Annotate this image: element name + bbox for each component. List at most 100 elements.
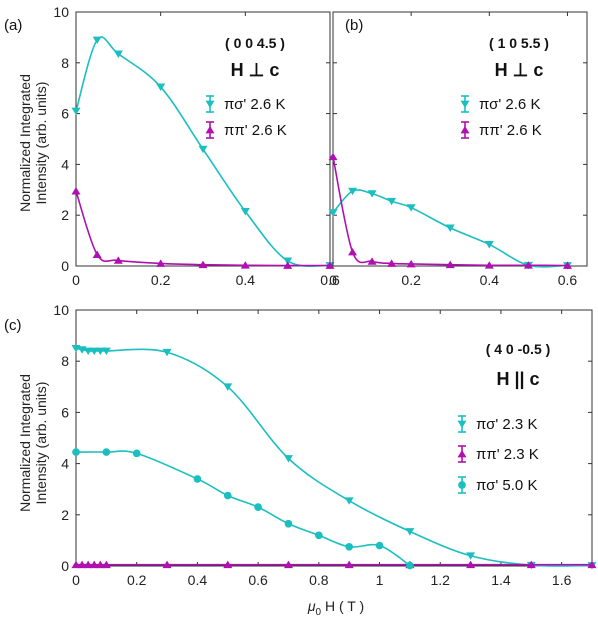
y-axis-label-bottom: Normalized Integrated Intensity (arb. un… xyxy=(17,374,49,512)
panel-label: (b) xyxy=(345,17,363,34)
x-tick-label: 0 xyxy=(72,572,80,588)
data-point xyxy=(240,261,250,269)
data-point xyxy=(77,560,87,569)
data-point xyxy=(223,491,232,500)
y-axis-label-bottom-line2: Intensity (arb. units) xyxy=(33,382,49,505)
data-point xyxy=(562,261,572,269)
x-tick-label: 0.2 xyxy=(401,272,421,288)
legend-entry: πσ' 2.6 K xyxy=(224,96,285,113)
y-axis-label-top-line1: Normalized Integrated xyxy=(17,74,33,212)
y-tick-label: 2 xyxy=(61,207,69,223)
data-point xyxy=(314,531,323,540)
data-point xyxy=(223,560,233,569)
data-point xyxy=(406,561,414,570)
series-line xyxy=(75,450,411,567)
plot-frame xyxy=(75,309,593,567)
legend-marker xyxy=(460,100,470,109)
data-point xyxy=(71,187,81,195)
data-point xyxy=(71,560,81,569)
data-point xyxy=(89,560,99,569)
x-axis-label-subscript: 0 xyxy=(316,607,322,618)
data-point xyxy=(445,224,455,232)
field-orientation-label: H || c xyxy=(496,369,539,389)
legend-entry: ππ' 2.3 K xyxy=(476,446,539,463)
data-point xyxy=(223,383,233,391)
x-tick-label: 1.4 xyxy=(491,572,511,588)
legend-entry: πσ' 5.0 K xyxy=(476,477,537,494)
y-axis-label-top-line2: Intensity (arb. units) xyxy=(33,82,49,205)
data-point xyxy=(587,560,597,569)
legend-marker xyxy=(457,420,467,429)
legend-entry: πσ' 2.3 K xyxy=(476,416,537,433)
data-point xyxy=(83,560,93,569)
data-point xyxy=(240,208,250,216)
data-point xyxy=(484,261,494,269)
legend-marker xyxy=(205,125,215,134)
data-point xyxy=(406,259,416,268)
y-tick-label: 2 xyxy=(61,507,69,523)
data-point xyxy=(72,448,80,456)
data-point xyxy=(198,260,208,269)
data-point xyxy=(367,190,377,198)
legend: πσ' 2.6 K ππ' 2.6 K xyxy=(460,95,542,139)
x-tick-label: 1.6 xyxy=(552,572,572,588)
data-point xyxy=(284,519,293,528)
x-tick-label: 1.2 xyxy=(431,572,451,588)
y-axis-label-bottom-line1: Normalized Integrated xyxy=(17,374,33,512)
panel-label: (c) xyxy=(4,317,22,334)
reflection-label: ( 1 0 5.5 ) xyxy=(489,35,549,51)
legend: πσ' 2.6 K ππ' 2.6 K xyxy=(205,95,287,139)
x-tick-label: 0 xyxy=(329,272,337,288)
y-tick-label: 4 xyxy=(61,156,69,172)
data-point xyxy=(101,347,111,356)
data-point xyxy=(254,503,262,511)
data-point xyxy=(101,560,111,569)
y-tick-label: 8 xyxy=(61,353,69,369)
x-tick-label: 0.8 xyxy=(309,572,329,588)
data-point xyxy=(132,449,141,458)
data-point xyxy=(405,528,415,536)
x-tick-label: 0.4 xyxy=(236,272,256,288)
data-point xyxy=(348,247,358,256)
reflection-label: ( 0 0 4.5 ) xyxy=(225,35,285,51)
x-axis-label-mu: μ xyxy=(307,598,316,614)
legend-entry: ππ' 2.6 K xyxy=(224,122,287,139)
legend-entry: ππ' 2.6 K xyxy=(479,122,542,139)
data-point xyxy=(92,250,102,258)
data-point xyxy=(283,261,293,269)
data-point xyxy=(95,560,105,569)
data-point xyxy=(526,560,536,569)
data-point xyxy=(387,197,397,206)
x-axis-label: μ0 H ( T ) xyxy=(307,598,364,618)
y-tick-label: 10 xyxy=(53,302,69,318)
x-tick-label: 0.2 xyxy=(151,272,171,288)
data-point xyxy=(89,347,99,356)
reflection-label: ( 4 0 -0.5 ) xyxy=(486,341,551,357)
data-point xyxy=(344,560,354,569)
data-point xyxy=(345,542,354,551)
legend: πσ' 2.3 K ππ' 2.3 K πσ' 5.0 K xyxy=(457,415,539,494)
data-point xyxy=(445,260,455,269)
x-tick-label: 0.4 xyxy=(188,572,208,588)
plot-frame xyxy=(332,11,588,267)
data-point xyxy=(406,204,416,212)
data-point xyxy=(367,257,377,265)
data-point xyxy=(102,448,111,456)
data-point xyxy=(344,497,354,505)
field-orientation-label: H ⊥ c xyxy=(231,60,280,80)
data-point xyxy=(387,259,397,267)
x-tick-label: 0.6 xyxy=(320,272,340,288)
data-point xyxy=(283,455,293,463)
data-point xyxy=(162,348,172,357)
y-axis-label-top: Normalized Integrated Intensity (arb. un… xyxy=(17,74,49,212)
data-point xyxy=(325,261,335,269)
x-tick-label: 1 xyxy=(376,572,384,588)
data-point xyxy=(83,347,93,356)
data-point xyxy=(162,560,172,569)
x-tick-label: 0.6 xyxy=(558,272,578,288)
legend-marker xyxy=(457,449,467,458)
data-point xyxy=(95,347,105,356)
series-line xyxy=(75,190,331,267)
data-point xyxy=(523,261,533,269)
